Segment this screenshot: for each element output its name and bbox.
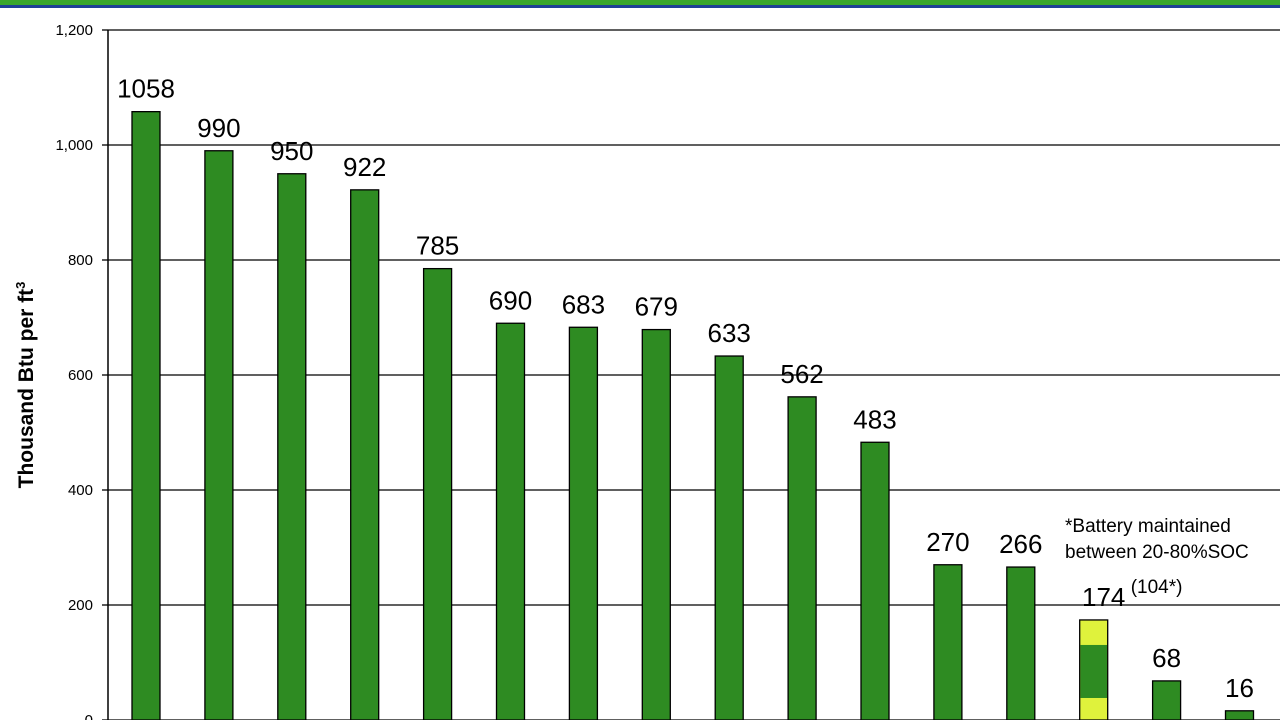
data-label: 679	[635, 292, 678, 322]
bar	[350, 189, 380, 720]
data-label: 785	[416, 231, 459, 261]
data-label: 483	[853, 404, 896, 434]
y-axis-label: Thousand Btu per ft3	[13, 282, 38, 489]
bar	[641, 328, 671, 720]
bar	[714, 355, 744, 720]
data-label: 68	[1152, 643, 1181, 673]
y-tick-label: 200	[68, 597, 93, 614]
bar	[1224, 710, 1255, 720]
data-sublabel: (104*)	[1131, 577, 1183, 598]
data-labels: 1058 990 950 922 785 690 683 679 633 562 483 270 266…	[117, 74, 1254, 703]
data-label: 950	[270, 136, 313, 166]
bar-maintained-band	[1080, 644, 1107, 698]
data-label: 990	[197, 113, 240, 143]
data-label: 266	[999, 529, 1042, 559]
battery-annotation-line-1: *Battery maintained	[1065, 516, 1231, 537]
bar	[277, 173, 307, 720]
bar	[131, 111, 161, 720]
data-label: 633	[708, 318, 751, 348]
y-tick-label: 1,200	[55, 22, 93, 39]
y-tick-label: 400	[68, 482, 93, 499]
data-label: 922	[343, 152, 386, 182]
data-label: 1058	[117, 74, 175, 104]
data-label: 562	[780, 359, 823, 389]
y-tick-label: 1,000	[55, 137, 93, 154]
bar	[787, 396, 817, 720]
y-tick-label: 600	[68, 367, 93, 384]
bars	[131, 111, 1255, 720]
bar	[860, 441, 890, 720]
data-label: 683	[562, 289, 605, 319]
bar	[568, 326, 599, 720]
y-axis-label-superscript: 3	[13, 282, 28, 289]
data-label: 16	[1225, 673, 1254, 703]
bar	[933, 564, 963, 720]
top-band-blue	[0, 5, 1280, 8]
battery-annotation-line-2: between 20-80%SOC	[1065, 542, 1249, 563]
bar	[495, 322, 526, 720]
data-label: 690	[489, 285, 532, 315]
bar	[422, 267, 453, 720]
bar	[1151, 680, 1182, 720]
y-axis-label-text: Thousand Btu per ft	[15, 289, 38, 488]
data-label: 174	[1082, 582, 1125, 612]
bar	[1006, 566, 1036, 720]
y-tick-labels: 0 200 400 600 800 1,000 1,200	[55, 22, 93, 720]
y-tick-label: 0	[85, 712, 93, 720]
top-band-green	[0, 0, 1280, 5]
data-label: 270	[926, 527, 969, 557]
bar	[204, 150, 234, 720]
y-tick-label: 800	[68, 252, 93, 269]
